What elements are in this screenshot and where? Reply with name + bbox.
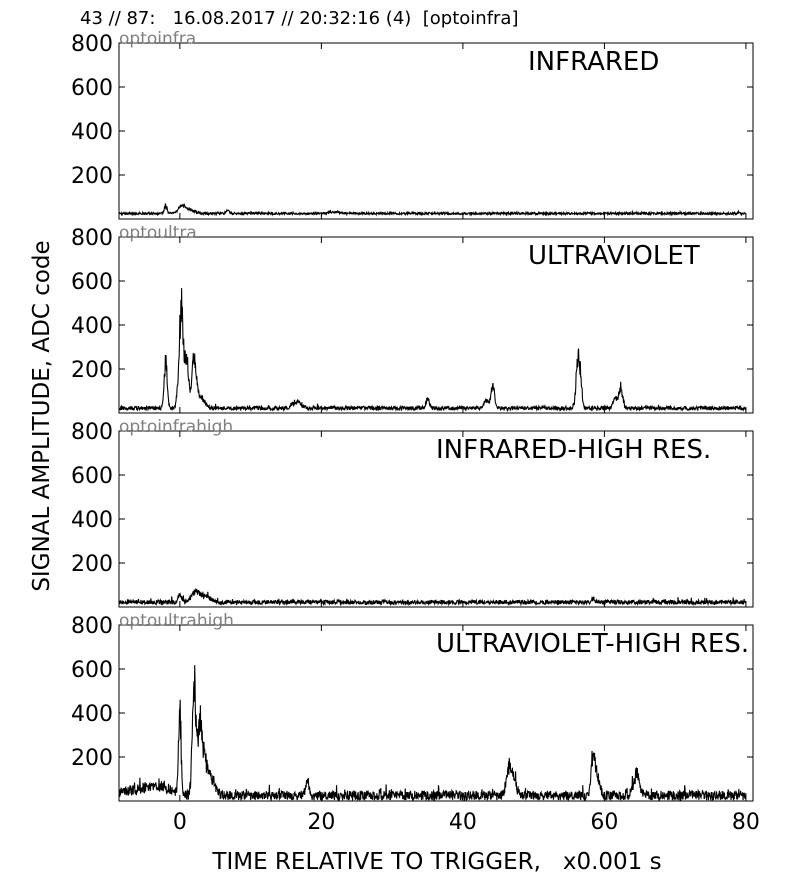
y-tick-label: 800	[71, 420, 113, 445]
panel-title: INFRARED	[528, 47, 659, 77]
panel-optoinfrahigh: 200 400 600 800 optoinfrahigh INFRARED-HIGH R…	[71, 417, 754, 608]
x-tick-label: 80	[732, 810, 760, 835]
signal-trace	[118, 588, 747, 607]
y-tick-label: 200	[71, 552, 113, 577]
y-tick-label: 400	[71, 314, 113, 339]
figure-header: 43 // 87: 16.08.2017 // 20:32:16 (4) [op…	[80, 8, 519, 29]
x-tick-label: 0	[173, 810, 187, 835]
y-tick-label: 200	[71, 358, 113, 383]
y-tick-label: 800	[71, 32, 113, 57]
signal-trace	[118, 665, 747, 802]
y-tick-label: 800	[71, 614, 113, 639]
y-tick-label: 200	[71, 164, 113, 189]
signal-name: optoinfrahigh	[119, 417, 233, 437]
x-tick-label: 20	[307, 810, 335, 835]
signal-trace	[118, 202, 747, 217]
signal-trace	[118, 288, 747, 413]
panel-title: ULTRAVIOLET-HIGH RES.	[436, 629, 749, 659]
panel-title: ULTRAVIOLET	[528, 241, 700, 271]
y-tick-label: 600	[71, 76, 113, 101]
y-tick-label: 200	[71, 746, 113, 771]
y-tick-label: 600	[71, 464, 113, 489]
y-tick-label: 600	[71, 270, 113, 295]
x-axis-label: TIME RELATIVE TO TRIGGER, x0.001 s	[212, 849, 662, 875]
signal-name: optoinfra	[119, 29, 196, 49]
y-tick-label: 400	[71, 508, 113, 533]
y-tick-label: 400	[71, 702, 113, 727]
panel-optoultra: 200 400 600 800 optoultra ULTRAVIOLET	[71, 223, 754, 414]
x-tick-label: 40	[449, 810, 477, 835]
x-tick-label: 60	[590, 810, 618, 835]
signal-name: optoultrahigh	[119, 611, 234, 631]
y-tick-label: 800	[71, 226, 113, 251]
panel-optoinfra: 200 400 600 800 optoinfra INFRARED	[71, 29, 754, 220]
y-tick-label: 400	[71, 120, 113, 145]
y-tick-label: 600	[71, 658, 113, 683]
panel-title: INFRARED-HIGH RES.	[436, 435, 711, 465]
signal-name: optoultra	[119, 223, 197, 243]
